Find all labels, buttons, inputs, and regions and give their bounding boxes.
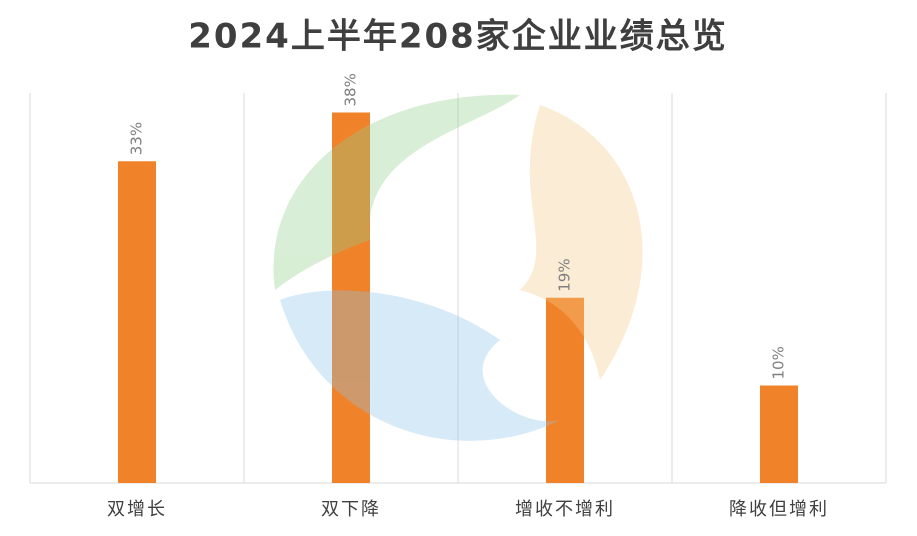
plot-area [29, 93, 887, 484]
bar [546, 297, 584, 483]
bar [760, 385, 798, 483]
x-tick-label: 双下降 [321, 499, 381, 520]
value-label: 38% [342, 73, 360, 106]
logo-leaf-orange [520, 105, 643, 380]
x-tick-label: 增收不增利 [515, 499, 615, 520]
logo-leaf-blue [280, 290, 560, 441]
logo-leaf-green [273, 94, 520, 290]
value-label: 10% [770, 346, 788, 379]
bar [118, 161, 156, 483]
labels-layer: 双增长 33% 双下降 38% 增收不增利 19% 降收但增利 10% [107, 73, 829, 520]
bar [332, 112, 370, 483]
chart-title: 2024上半年208家企业业绩总览 [188, 17, 728, 57]
x-tick-label: 双增长 [107, 499, 167, 520]
value-label: 19% [556, 258, 574, 291]
x-tick-label: 降收但增利 [729, 499, 829, 520]
value-label: 33% [128, 122, 146, 155]
watermark-logo [273, 94, 643, 441]
